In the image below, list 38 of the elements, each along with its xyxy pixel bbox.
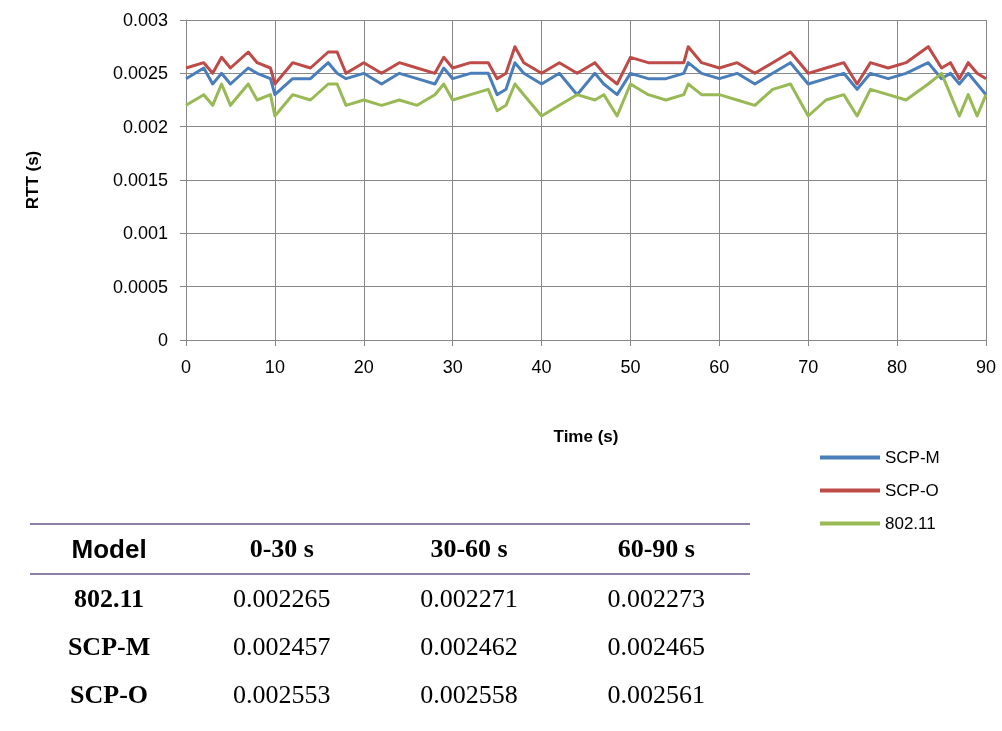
- y-tick-label: 0.001: [122, 223, 168, 244]
- text: 0-30 s: [188, 524, 376, 574]
- x-tick-label: 10: [264, 357, 285, 377]
- text: 30-60 s: [375, 524, 563, 574]
- x-tick-label: 80: [887, 357, 908, 377]
- text: 0.002558: [419, 679, 519, 711]
- text: 0.002553: [232, 679, 332, 711]
- x-tick-label: 40: [531, 357, 552, 377]
- y-tick-label: 0: [157, 330, 168, 350]
- legend-label: 802.11: [885, 514, 936, 533]
- y-tick-label: 0.002: [122, 116, 168, 137]
- y-tick-label: 0.0015: [112, 170, 168, 190]
- text: 0.002265: [232, 583, 332, 615]
- y-tick-label: 0.0005: [112, 276, 168, 297]
- text: 60-90 s: [562, 524, 750, 574]
- text: 0.002462: [419, 631, 519, 663]
- text: 0.002561: [606, 679, 707, 711]
- x-axis-title: Time (s): [553, 427, 619, 446]
- text: SCP-M: [66, 631, 152, 663]
- text: Model: [30, 524, 189, 574]
- text: 0.002465: [606, 631, 707, 663]
- text: 802.11: [73, 583, 146, 615]
- y-tick-label: 0.0025: [112, 63, 168, 84]
- legend-label: SCP-O: [885, 481, 939, 500]
- x-tick-label: 50: [620, 357, 641, 377]
- y-tick-label: 0.003: [122, 10, 168, 30]
- x-tick-label: 70: [798, 357, 819, 377]
- x-tick-label: 20: [353, 357, 374, 377]
- text: 0.002273: [606, 583, 707, 615]
- x-tick-label: 0: [180, 357, 192, 377]
- y-axis-title: RTT (s): [23, 150, 42, 210]
- x-tick-label: 60: [709, 357, 730, 377]
- legend-label: SCP-M: [885, 448, 940, 467]
- text: 0.002271: [419, 583, 519, 615]
- x-tick-label: 30: [442, 357, 463, 377]
- text: 0.002457: [232, 631, 332, 663]
- text: SCP-O: [69, 679, 150, 711]
- x-tick-label: 90: [975, 357, 997, 377]
